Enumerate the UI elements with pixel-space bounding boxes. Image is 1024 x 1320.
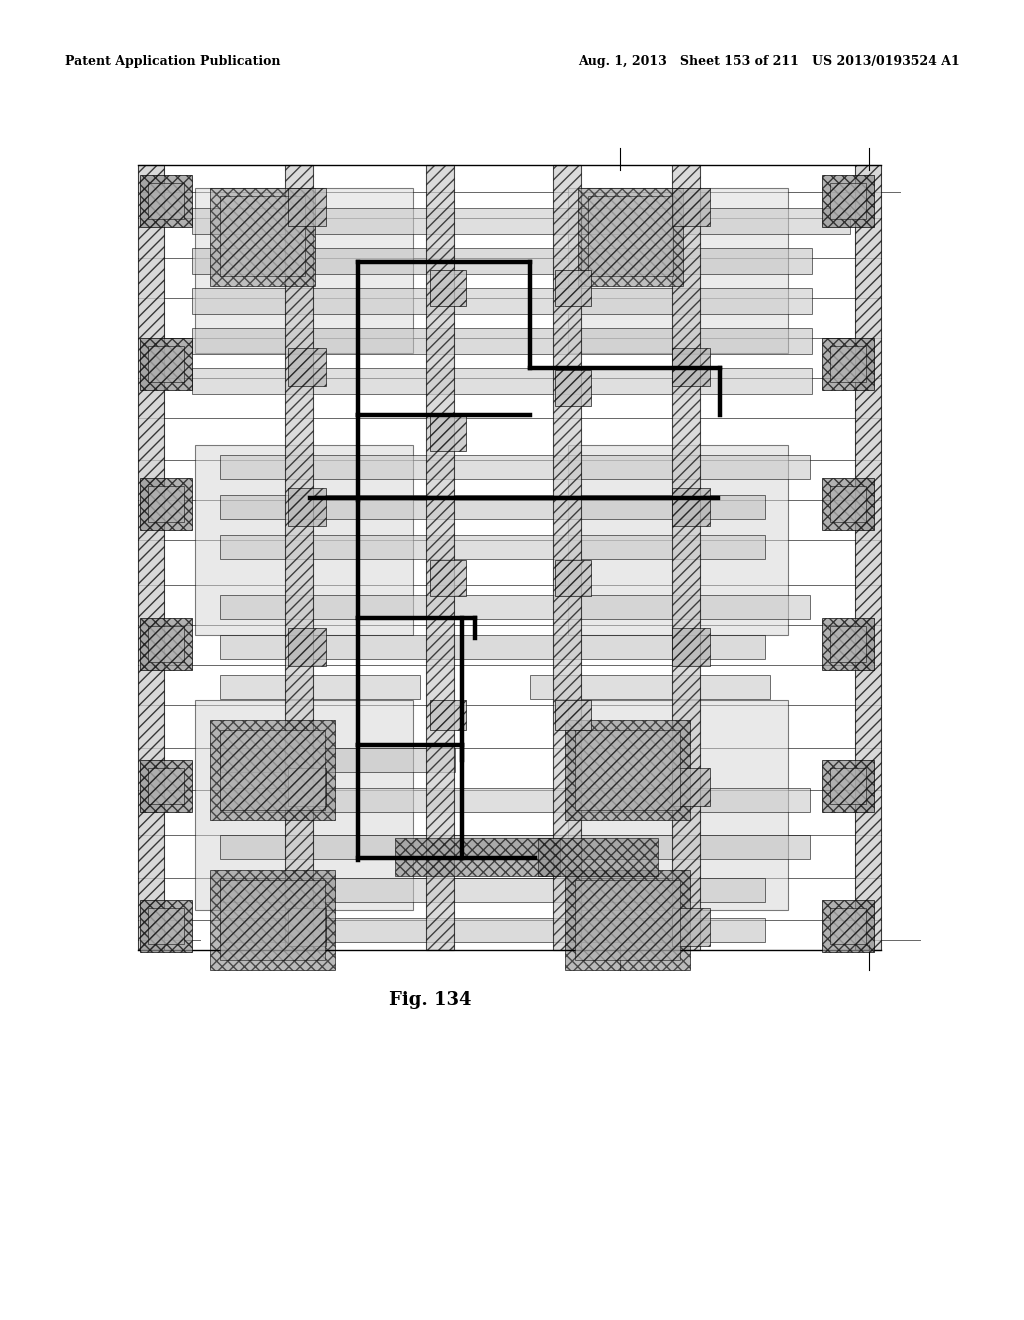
Bar (220, 455, 810, 479)
Bar (530, 675, 770, 700)
Bar (565, 719, 690, 820)
Bar (193, 209, 850, 234)
Bar (430, 414, 466, 451)
Bar (672, 488, 710, 525)
Bar (195, 700, 413, 909)
Bar (220, 495, 765, 519)
Bar (140, 176, 193, 227)
Text: Patent Application Publication: Patent Application Publication (65, 55, 281, 69)
Bar (588, 195, 673, 276)
Bar (193, 248, 812, 275)
Bar (285, 165, 313, 950)
Bar (210, 187, 315, 286)
Bar (148, 626, 184, 663)
Bar (220, 535, 765, 558)
Bar (220, 748, 455, 772)
Bar (220, 788, 810, 812)
Bar (822, 478, 874, 531)
Bar (822, 176, 874, 227)
Bar (575, 730, 680, 810)
Bar (288, 628, 326, 667)
Bar (672, 908, 710, 946)
Bar (430, 271, 466, 306)
Bar (830, 626, 866, 663)
Bar (672, 768, 710, 807)
Bar (830, 768, 866, 804)
Bar (193, 327, 812, 354)
Bar (140, 900, 193, 952)
Bar (555, 560, 591, 597)
Bar (220, 595, 810, 619)
Bar (538, 838, 658, 876)
Bar (193, 288, 812, 314)
Bar (555, 700, 591, 730)
Bar (210, 719, 335, 820)
Bar (220, 880, 325, 960)
Bar (830, 908, 866, 944)
Bar (220, 917, 765, 942)
Bar (672, 348, 710, 385)
Bar (568, 445, 788, 635)
Bar (220, 878, 765, 902)
Bar (565, 870, 690, 970)
Bar (426, 165, 454, 950)
Bar (148, 183, 184, 219)
Bar (430, 700, 466, 730)
Bar (195, 445, 413, 635)
Bar (830, 486, 866, 521)
Bar (138, 165, 164, 950)
Bar (220, 675, 420, 700)
Bar (830, 346, 866, 381)
Bar (140, 760, 193, 812)
Bar (140, 338, 193, 389)
Bar (672, 187, 710, 226)
Bar (395, 838, 560, 876)
Bar (148, 908, 184, 944)
Bar (288, 768, 326, 807)
Bar (220, 195, 305, 276)
Bar (220, 635, 765, 659)
Bar (672, 165, 700, 950)
Bar (553, 165, 581, 950)
Bar (195, 187, 413, 352)
Text: Fig. 134: Fig. 134 (389, 991, 471, 1008)
Bar (575, 880, 680, 960)
Bar (568, 187, 788, 352)
Bar (220, 836, 810, 859)
Bar (193, 368, 812, 393)
Bar (822, 618, 874, 671)
Bar (220, 730, 325, 810)
Bar (148, 768, 184, 804)
Bar (140, 478, 193, 531)
Bar (855, 165, 881, 950)
Bar (822, 338, 874, 389)
Bar (555, 271, 591, 306)
Text: Aug. 1, 2013   Sheet 153 of 211   US 2013/0193524 A1: Aug. 1, 2013 Sheet 153 of 211 US 2013/01… (579, 55, 961, 69)
Bar (140, 618, 193, 671)
Bar (288, 908, 326, 946)
Bar (148, 346, 184, 381)
Bar (430, 560, 466, 597)
Bar (288, 187, 326, 226)
Bar (555, 370, 591, 407)
Bar (210, 870, 335, 970)
Bar (578, 187, 683, 286)
Bar (822, 760, 874, 812)
Bar (672, 628, 710, 667)
Bar (822, 900, 874, 952)
Bar (288, 348, 326, 385)
Bar (830, 183, 866, 219)
Bar (288, 488, 326, 525)
Bar (568, 700, 788, 909)
Bar (148, 486, 184, 521)
